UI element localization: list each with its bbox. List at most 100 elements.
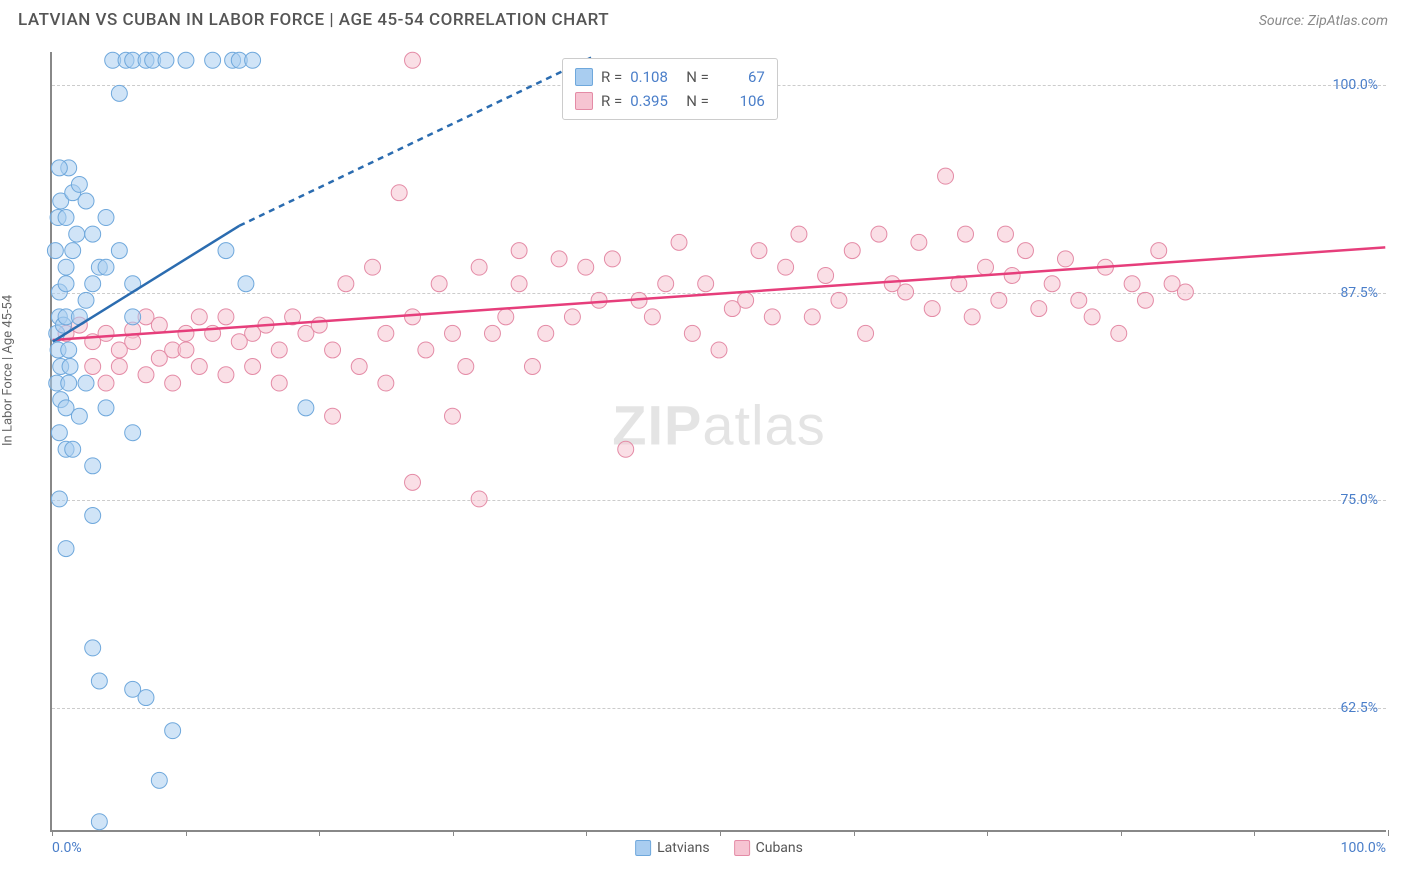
scatter-point (138, 690, 154, 706)
stats-row-latvians: R = 0.108 N = 67 (575, 65, 765, 89)
scatter-point (218, 309, 234, 325)
scatter-point (1084, 309, 1100, 325)
scatter-point (271, 375, 287, 391)
scatter-point (69, 226, 85, 242)
scatter-point (804, 309, 820, 325)
stats-row-cubans: R =0.395N =106 (575, 89, 765, 113)
y-tick-label: 100.0% (1333, 77, 1378, 93)
scatter-point (165, 375, 181, 391)
correlation-chart: LATVIAN VS CUBAN IN LABOR FORCE | AGE 45… (0, 0, 1406, 892)
scatter-point (431, 276, 447, 292)
scatter-point (738, 292, 754, 308)
x-tick (186, 830, 187, 836)
scatter-point (405, 309, 421, 325)
scatter-point (218, 367, 234, 383)
scatter-point (978, 259, 994, 275)
scatter-point (378, 375, 394, 391)
x-tick (1254, 830, 1255, 836)
scatter-point (524, 359, 540, 375)
scatter-point (191, 309, 207, 325)
scatter-point (85, 508, 101, 524)
x-tick (319, 830, 320, 836)
plot-area: ZIPatlas R = 0.108 N = 67 R =0.395N =106… (50, 52, 1386, 832)
scatter-point (98, 259, 114, 275)
y-tick-label: 75.0% (1340, 492, 1378, 508)
scatter-point (61, 342, 77, 358)
scatter-point (418, 342, 434, 358)
scatter-point (538, 325, 554, 341)
scatter-point (405, 474, 421, 490)
scatter-point (698, 276, 714, 292)
scatter-point (85, 359, 101, 375)
scatter-point (205, 52, 221, 68)
scatter-point (871, 226, 887, 242)
x-tick (720, 830, 721, 836)
scatter-point (61, 375, 77, 391)
scatter-point (71, 408, 87, 424)
scatter-point (751, 243, 767, 259)
scatter-point (62, 359, 78, 375)
scatter-point (551, 251, 567, 267)
scatter-point (138, 367, 154, 383)
scatter-point (338, 276, 354, 292)
scatter-point (1071, 292, 1087, 308)
x-axis-max-label: 100.0% (1341, 840, 1386, 856)
scatter-point (298, 400, 314, 416)
scatter-point (911, 234, 927, 250)
x-axis-min-label: 0.0% (52, 840, 82, 856)
latvians-legend-swatch-icon (635, 840, 651, 856)
scatter-point (711, 342, 727, 358)
scatter-point (125, 309, 141, 325)
scatter-point (644, 309, 660, 325)
scatter-point (1151, 243, 1167, 259)
scatter-point (151, 350, 167, 366)
scatter-point (684, 325, 700, 341)
scatter-point (564, 309, 580, 325)
latvians-n-value: 67 (717, 65, 765, 89)
scatter-point (151, 317, 167, 333)
scatter-point (991, 292, 1007, 308)
scatter-point (191, 359, 207, 375)
scatter-point (578, 259, 594, 275)
scatter-point (245, 359, 261, 375)
scatter-point (498, 309, 514, 325)
scatter-point (591, 292, 607, 308)
scatter-point (178, 52, 194, 68)
scatter-point (1177, 284, 1193, 300)
scatter-point (1124, 276, 1140, 292)
scatter-point (958, 226, 974, 242)
title-bar: LATVIAN VS CUBAN IN LABOR FORCE | AGE 45… (18, 10, 1388, 30)
scatter-point (51, 491, 67, 507)
scatter-point (1057, 251, 1073, 267)
cubans-r-value: 0.395 (630, 89, 678, 113)
scatter-point (58, 276, 74, 292)
legend-item-latvians: Latvians (635, 840, 710, 856)
scatter-point (618, 441, 634, 457)
scatter-point (85, 226, 101, 242)
scatter-point (778, 259, 794, 275)
scatter-point (158, 52, 174, 68)
scatter-point (47, 243, 63, 259)
bottom-legend: Latvians Cubans (635, 840, 803, 856)
scatter-point (65, 441, 81, 457)
scatter-point (831, 292, 847, 308)
scatter-point (365, 259, 381, 275)
chart-title: LATVIAN VS CUBAN IN LABOR FORCE | AGE 45… (18, 10, 609, 30)
scatter-point (764, 309, 780, 325)
x-tick (987, 830, 988, 836)
scatter-point (125, 425, 141, 441)
scatter-point (325, 408, 341, 424)
source-credit: Source: ZipAtlas.com (1259, 13, 1388, 29)
scatter-point (78, 292, 94, 308)
scatter-point (78, 193, 94, 209)
scatter-point (924, 301, 940, 317)
scatter-point (818, 267, 834, 283)
scatter-point (51, 425, 67, 441)
y-tick-label: 87.5% (1340, 285, 1378, 301)
scatter-point (998, 226, 1014, 242)
scatter-point (391, 185, 407, 201)
scatter-point (151, 772, 167, 788)
scatter-point (98, 325, 114, 341)
scatter-point (1018, 243, 1034, 259)
scatter-point (85, 458, 101, 474)
